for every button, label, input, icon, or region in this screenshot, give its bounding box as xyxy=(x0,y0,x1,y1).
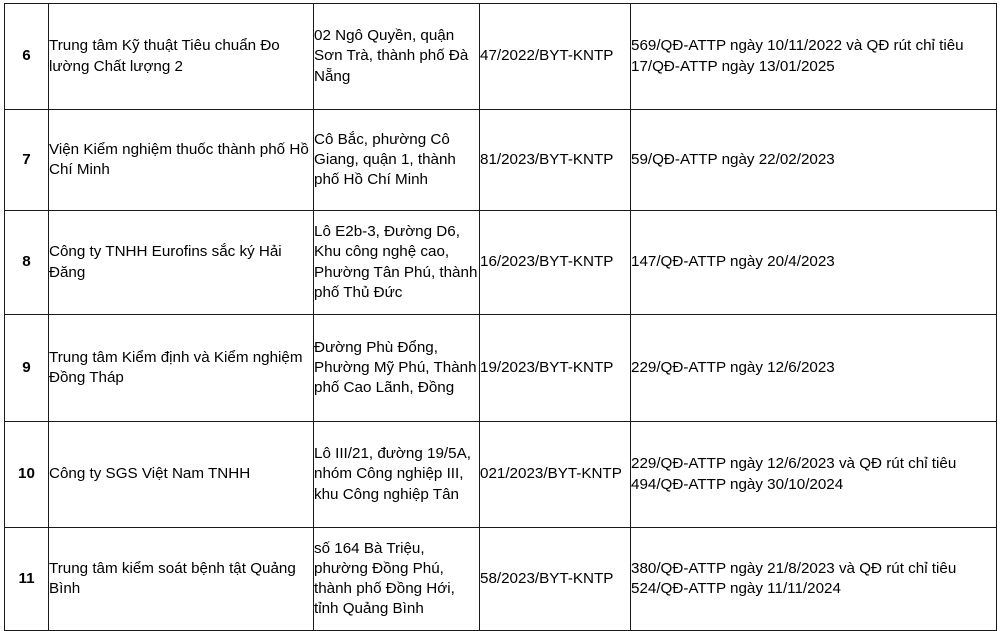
row-decision-text: 147/QĐ-ATTP ngày 20/4/2023 xyxy=(631,253,835,271)
row-name-cell: Công ty TNHH Eurofins sắc ký Hải Đăng xyxy=(48,210,314,315)
row-decision-cell: 380/QĐ-ATTP ngày 21/8/2023 và QĐ rút chỉ… xyxy=(630,527,997,631)
row-address-text: Cô Bắc, phường Cô Giang, quận 1, thành p… xyxy=(314,130,456,189)
row-address-text: Đường Phù Đổng, Phường Mỹ Phú, Thành phố… xyxy=(314,338,477,397)
row-address-text: Lô E2b-3, Đường D6, Khu công nghệ cao, P… xyxy=(314,223,478,301)
table-row: 6 Trung tâm Kỹ thuật Tiêu chuẩn Đo lường… xyxy=(4,3,997,110)
row-code-cell: 81/2023/BYT-KNTP xyxy=(479,109,631,211)
row-index-cell: 8 xyxy=(4,210,49,315)
row-address-cell: Lô III/21, đường 19/5A, nhóm Công nghiệp… xyxy=(313,421,480,528)
row-code-text: 81/2023/BYT-KNTP xyxy=(480,150,614,168)
row-address-cell: Cô Bắc, phường Cô Giang, quận 1, thành p… xyxy=(313,109,480,211)
row-index-cell: 11 xyxy=(4,527,49,631)
row-index-cell: 10 xyxy=(4,421,49,528)
row-name-cell: Trung tâm kiểm soát bệnh tật Quảng Bình xyxy=(48,527,314,631)
row-name-cell: Trung tâm Kỹ thuật Tiêu chuẩn Đo lường C… xyxy=(48,3,314,110)
row-name-text: Công ty TNHH Eurofins sắc ký Hải Đăng xyxy=(49,243,282,281)
row-name-cell: Công ty SGS Việt Nam TNHH xyxy=(48,421,314,528)
row-decision-text: 229/QĐ-ATTP ngày 12/6/2023 xyxy=(631,358,835,376)
row-address-cell: Lô E2b-3, Đường D6, Khu công nghệ cao, P… xyxy=(313,210,480,315)
row-decision-text: 59/QĐ-ATTP ngày 22/02/2023 xyxy=(631,150,835,168)
row-decision-cell: 229/QĐ-ATTP ngày 12/6/2023 xyxy=(630,314,997,422)
row-decision-text: 569/QĐ-ATTP ngày 10/11/2022 và QĐ rút ch… xyxy=(631,37,964,75)
row-address-text: 02 Ngô Quyền, quận Sơn Trà, thành phố Đà… xyxy=(314,27,469,85)
row-code-cell: 021/2023/BYT-KNTP xyxy=(479,421,631,528)
laboratory-registration-table: 6 Trung tâm Kỹ thuật Tiêu chuẩn Đo lường… xyxy=(4,3,997,631)
row-index-cell: 9 xyxy=(4,314,49,422)
row-name-text: Trung tâm Kiểm định và Kiểm nghiệm Đồng … xyxy=(49,348,303,386)
row-index-cell: 7 xyxy=(4,109,49,211)
row-name-text: Viện Kiểm nghiệm thuốc thành phố Hồ Chí … xyxy=(49,140,309,178)
row-decision-cell: 229/QĐ-ATTP ngày 12/6/2023 và QĐ rút chỉ… xyxy=(630,421,997,528)
row-address-cell: Đường Phù Đổng, Phường Mỹ Phú, Thành phố… xyxy=(313,314,480,422)
row-code-cell: 19/2023/BYT-KNTP xyxy=(479,314,631,422)
row-code-text: 16/2023/BYT-KNTP xyxy=(480,253,614,271)
table-body: 6 Trung tâm Kỹ thuật Tiêu chuẩn Đo lường… xyxy=(4,3,997,631)
row-code-cell: 47/2022/BYT-KNTP xyxy=(479,3,631,110)
table-row: 10 Công ty SGS Việt Nam TNHH Lô III/21, … xyxy=(4,421,997,528)
table-row: 9 Trung tâm Kiểm định và Kiểm nghiệm Đồn… xyxy=(4,314,997,422)
row-address-cell: số 164 Bà Triệu, phường Đồng Phú, thành … xyxy=(313,527,480,631)
row-index-cell: 6 xyxy=(4,3,49,110)
row-name-text: Công ty SGS Việt Nam TNHH xyxy=(49,465,251,483)
row-code-text: 021/2023/BYT-KNTP xyxy=(480,465,622,483)
row-address-cell: 02 Ngô Quyền, quận Sơn Trà, thành phố Đà… xyxy=(313,3,480,110)
row-code-text: 19/2023/BYT-KNTP xyxy=(480,358,614,376)
row-code-cell: 58/2023/BYT-KNTP xyxy=(479,527,631,631)
row-address-text: số 164 Bà Triệu, phường Đồng Phú, thành … xyxy=(314,539,455,618)
row-decision-cell: 147/QĐ-ATTP ngày 20/4/2023 xyxy=(630,210,997,315)
row-name-text: Trung tâm Kỹ thuật Tiêu chuẩn Đo lường C… xyxy=(49,37,280,75)
row-name-text: Trung tâm kiểm soát bệnh tật Quảng Bình xyxy=(49,559,296,597)
row-name-cell: Trung tâm Kiểm định và Kiểm nghiệm Đồng … xyxy=(48,314,314,422)
table-row: 8 Công ty TNHH Eurofins sắc ký Hải Đăng … xyxy=(4,210,997,315)
row-decision-text: 229/QĐ-ATTP ngày 12/6/2023 và QĐ rút chỉ… xyxy=(631,455,957,493)
row-code-cell: 16/2023/BYT-KNTP xyxy=(479,210,631,315)
row-decision-text: 380/QĐ-ATTP ngày 21/8/2023 và QĐ rút chỉ… xyxy=(631,559,957,597)
table-row: 11 Trung tâm kiểm soát bệnh tật Quảng Bì… xyxy=(4,527,997,631)
row-name-cell: Viện Kiểm nghiệm thuốc thành phố Hồ Chí … xyxy=(48,109,314,211)
row-code-text: 47/2022/BYT-KNTP xyxy=(480,47,614,65)
table-row: 7 Viện Kiểm nghiệm thuốc thành phố Hồ Ch… xyxy=(4,109,997,211)
row-code-text: 58/2023/BYT-KNTP xyxy=(480,569,614,587)
row-address-text: Lô III/21, đường 19/5A, nhóm Công nghiệp… xyxy=(314,445,471,503)
row-decision-cell: 59/QĐ-ATTP ngày 22/02/2023 xyxy=(630,109,997,211)
row-decision-cell: 569/QĐ-ATTP ngày 10/11/2022 và QĐ rút ch… xyxy=(630,3,997,110)
